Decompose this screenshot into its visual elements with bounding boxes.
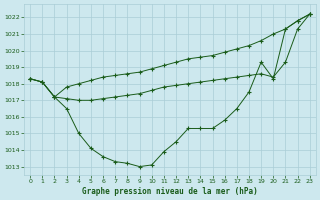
X-axis label: Graphe pression niveau de la mer (hPa): Graphe pression niveau de la mer (hPa) <box>82 187 258 196</box>
